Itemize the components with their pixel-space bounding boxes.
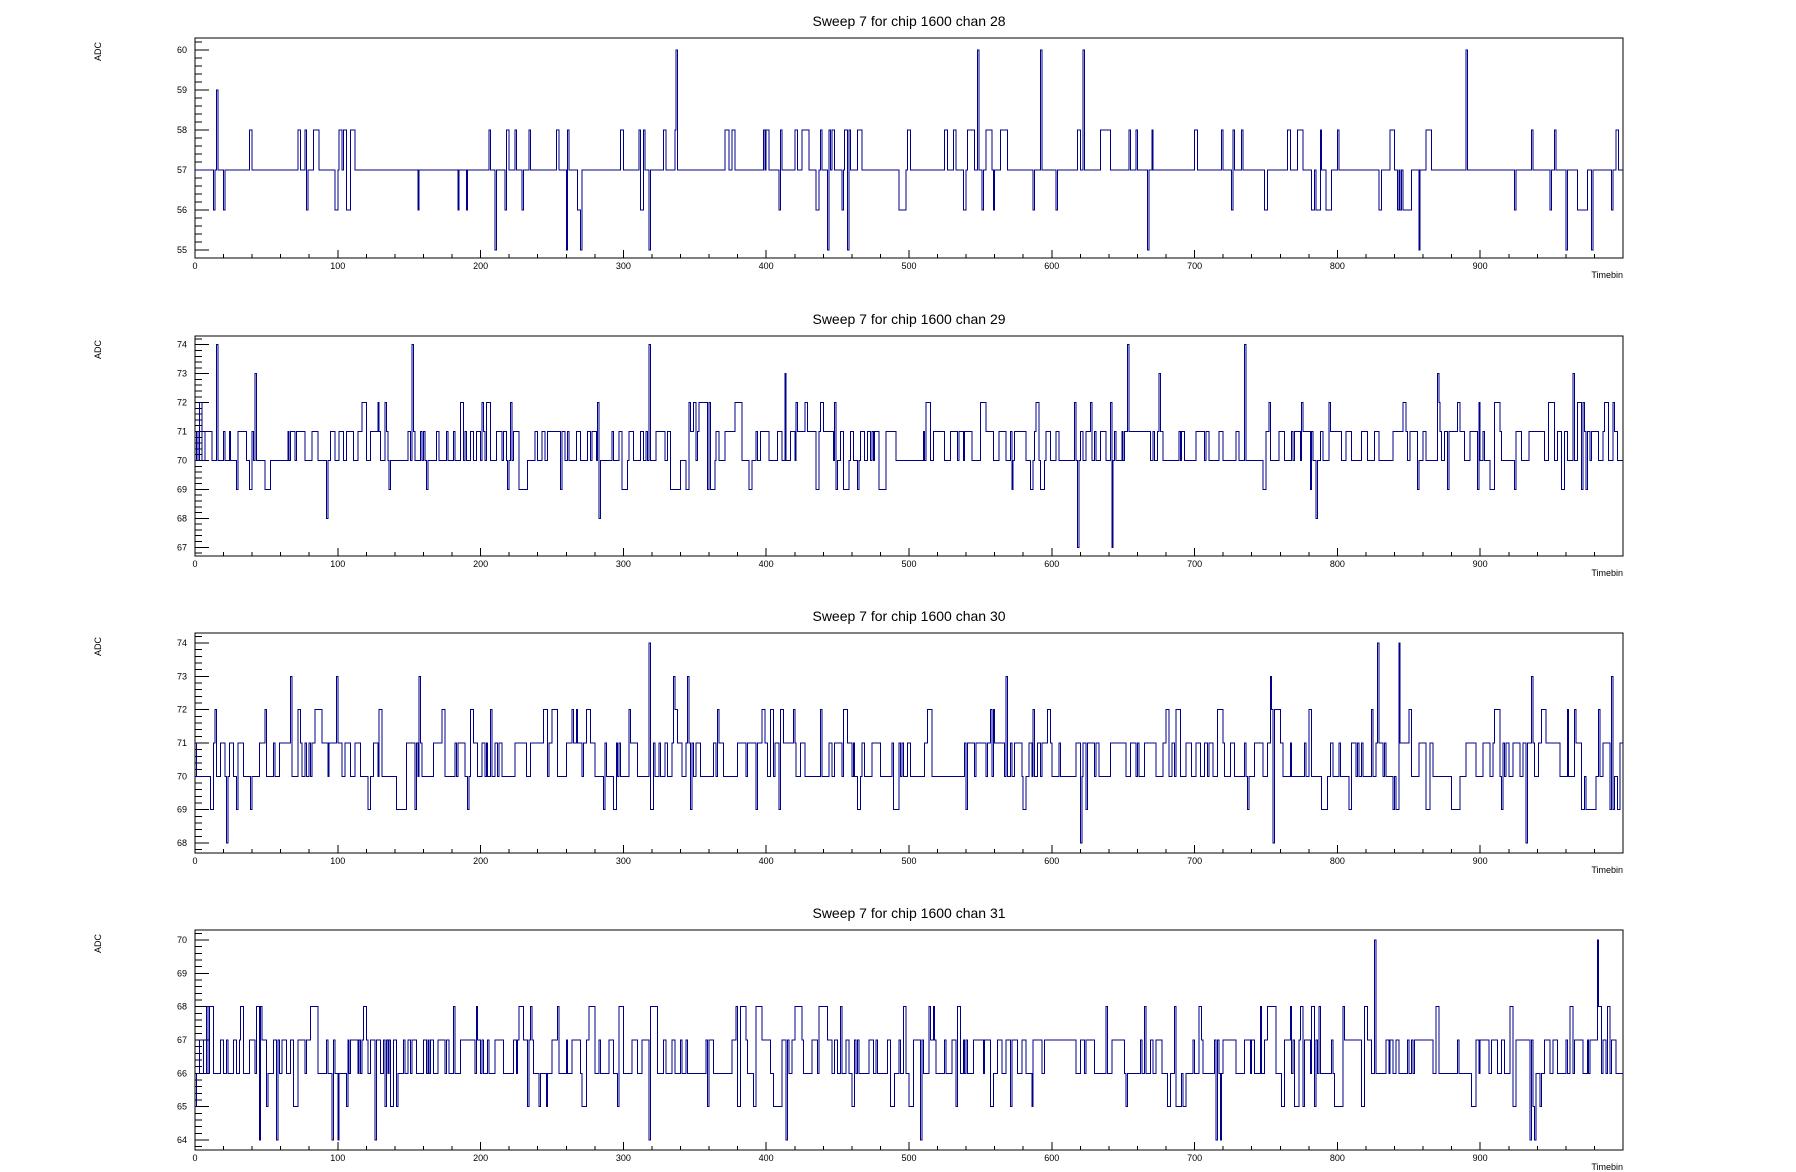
x-tick-label: 500 — [901, 559, 916, 569]
x-tick-label: 700 — [1187, 261, 1202, 271]
x-tick-label: 100 — [330, 856, 345, 866]
y-tick-label: 73 — [177, 671, 187, 681]
x-tick-label: 200 — [473, 261, 488, 271]
x-tick-label: 900 — [1473, 559, 1488, 569]
x-tick-label: 800 — [1330, 261, 1345, 271]
y-tick-label: 73 — [177, 369, 187, 379]
y-tick-label: 69 — [177, 805, 187, 815]
y-tick-label: 55 — [177, 245, 187, 255]
y-tick-label: 59 — [177, 85, 187, 95]
x-tick-label: 600 — [1044, 559, 1059, 569]
y-tick-label: 71 — [177, 427, 187, 437]
x-tick-label: 300 — [616, 261, 631, 271]
y-tick-label: 74 — [177, 340, 187, 350]
y-tick-label: 74 — [177, 638, 187, 648]
y-tick-label: 69 — [177, 968, 187, 978]
x-tick-label: 100 — [330, 261, 345, 271]
x-tick-label: 800 — [1330, 1153, 1345, 1163]
x-tick-label: 500 — [901, 261, 916, 271]
chart-title: Sweep 7 for chip 1600 chan 31 — [812, 905, 1005, 921]
y-axis-label: ADC — [93, 934, 103, 954]
adc-waveform — [195, 939, 1623, 1141]
x-tick-label: 400 — [759, 261, 774, 271]
y-tick-label: 64 — [177, 1135, 187, 1145]
x-tick-label: 0 — [192, 856, 197, 866]
chart-title: Sweep 7 for chip 1600 chan 28 — [812, 13, 1005, 29]
plot-frame — [194, 335, 1624, 557]
x-tick-label: 800 — [1330, 559, 1345, 569]
x-tick-label: 400 — [759, 559, 774, 569]
y-tick-label: 56 — [177, 205, 187, 215]
adc-waveform — [195, 49, 1623, 251]
x-tick-label: 100 — [330, 559, 345, 569]
chart-panel-2: Sweep 7 for chip 1600 chan 30 ADC Timebin 6… — [93, 608, 1624, 875]
y-tick-label: 68 — [177, 513, 187, 523]
x-tick-label: 300 — [616, 1153, 631, 1163]
adc-waveform — [195, 344, 1623, 548]
y-tick-label: 67 — [177, 1035, 187, 1045]
x-tick-label: 100 — [330, 1153, 345, 1163]
y-tick-label: 72 — [177, 705, 187, 715]
x-tick-label: 500 — [901, 856, 916, 866]
x-tick-label: 800 — [1330, 856, 1345, 866]
x-tick-label: 900 — [1473, 1153, 1488, 1163]
x-axis-label: Timebin — [1591, 865, 1623, 875]
y-tick-label: 65 — [177, 1102, 187, 1112]
x-tick-label: 500 — [901, 1153, 916, 1163]
chart-title: Sweep 7 for chip 1600 chan 29 — [812, 311, 1005, 327]
x-tick-label: 400 — [759, 1153, 774, 1163]
y-tick-label: 68 — [177, 838, 187, 848]
y-tick-label: 70 — [177, 455, 187, 465]
x-tick-label: 400 — [759, 856, 774, 866]
y-axis-label: ADC — [93, 340, 103, 360]
x-tick-label: 700 — [1187, 1153, 1202, 1163]
x-tick-label: 600 — [1044, 1153, 1059, 1163]
x-axis-label: Timebin — [1591, 568, 1623, 578]
chart-title: Sweep 7 for chip 1600 chan 30 — [812, 608, 1005, 624]
x-tick-label: 300 — [616, 559, 631, 569]
y-tick-label: 60 — [177, 45, 187, 55]
x-axis-label: Timebin — [1591, 270, 1623, 280]
y-tick-label: 57 — [177, 165, 187, 175]
plot-frame — [194, 37, 1624, 259]
y-tick-label: 66 — [177, 1068, 187, 1078]
chart-panel-0: Sweep 7 for chip 1600 chan 28 ADC Timebin 5… — [93, 13, 1624, 280]
x-tick-label: 600 — [1044, 261, 1059, 271]
x-tick-label: 200 — [473, 856, 488, 866]
x-tick-label: 200 — [473, 559, 488, 569]
y-tick-label: 67 — [177, 542, 187, 552]
y-tick-label: 58 — [177, 125, 187, 135]
x-tick-label: 900 — [1473, 261, 1488, 271]
adc-waveform — [195, 642, 1623, 844]
x-tick-label: 600 — [1044, 856, 1059, 866]
chart-panel-3: Sweep 7 for chip 1600 chan 31 ADC Timebin 6… — [93, 905, 1624, 1172]
x-tick-label: 700 — [1187, 559, 1202, 569]
x-tick-label: 200 — [473, 1153, 488, 1163]
x-tick-label: 900 — [1473, 856, 1488, 866]
y-tick-label: 69 — [177, 484, 187, 494]
y-tick-label: 70 — [177, 771, 187, 781]
y-tick-label: 70 — [177, 935, 187, 945]
y-axis-label: ADC — [93, 42, 103, 62]
x-tick-label: 0 — [192, 261, 197, 271]
chart-panel-1: Sweep 7 for chip 1600 chan 29 ADC Timebin 6… — [93, 311, 1624, 578]
x-tick-label: 700 — [1187, 856, 1202, 866]
x-tick-label: 0 — [192, 559, 197, 569]
x-axis-label: Timebin — [1591, 1162, 1623, 1172]
x-tick-label: 300 — [616, 856, 631, 866]
y-axis-label: ADC — [93, 637, 103, 657]
x-tick-label: 0 — [192, 1153, 197, 1163]
y-tick-label: 72 — [177, 398, 187, 408]
y-tick-label: 68 — [177, 1002, 187, 1012]
y-tick-label: 71 — [177, 738, 187, 748]
